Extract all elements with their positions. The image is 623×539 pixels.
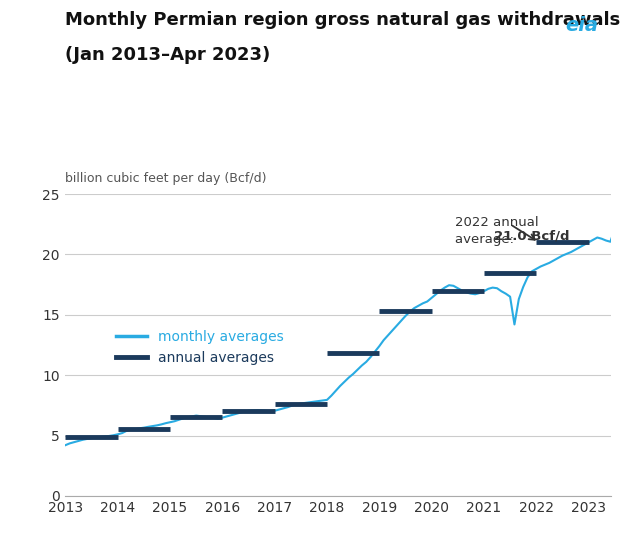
Text: 2022 annual
average:: 2022 annual average: [455,216,539,246]
Text: (Jan 2013–Apr 2023): (Jan 2013–Apr 2023) [65,46,270,64]
Legend: monthly averages, annual averages: monthly averages, annual averages [110,324,289,371]
Text: billion cubic feet per day (Bcf/d): billion cubic feet per day (Bcf/d) [65,172,267,185]
Text: 21.0 Bcf/d: 21.0 Bcf/d [495,230,570,243]
Text: eia: eia [565,16,598,35]
Text: Monthly Permian region gross natural gas withdrawals: Monthly Permian region gross natural gas… [65,11,621,29]
